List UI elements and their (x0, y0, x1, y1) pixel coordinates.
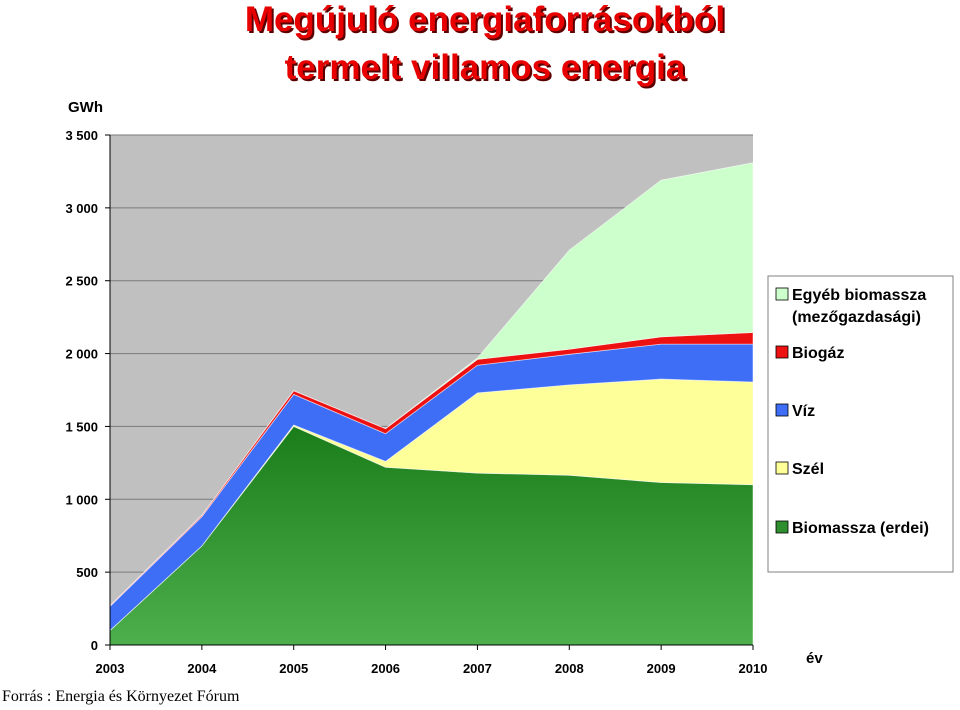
legend-label-biomassza-erdei: Biomassza (erdei) (792, 520, 929, 537)
y-axis-ticks: 0 500 1 000 1 500 2 000 2 500 3 000 3 500 (65, 128, 110, 653)
x-tick-label: 2010 (739, 661, 768, 676)
x-tick-label: 2003 (96, 661, 125, 676)
y-tick-label: 3 500 (65, 128, 98, 143)
y-tick-label: 1 000 (65, 492, 98, 507)
x-tick-label: 2008 (555, 661, 584, 676)
x-tick-label: 2009 (647, 661, 676, 676)
legend-label-egy-b-biomassza-mez-gazdas-gi: Egyéb biomassza (792, 287, 926, 304)
legend-swatch-v-z (775, 403, 789, 417)
y-tick-label: 1 500 (65, 419, 98, 434)
y-tick-label: 3 000 (65, 201, 98, 216)
x-tick-label: 2005 (279, 661, 308, 676)
legend-swatch-biomassza-erdei (775, 520, 789, 534)
x-tick-label: 2004 (187, 661, 217, 676)
x-axis-label: év (806, 650, 823, 667)
legend: Egyéb biomassza (mezőgazdasági) Biogáz Víz S… (767, 275, 954, 573)
y-tick-label: 2 500 (65, 274, 98, 289)
area-series-egy-b-biomassza-mez-gazdas-gi (109, 162, 754, 606)
chart-title-line2: termelt villamos energia (284, 48, 686, 87)
y-axis-label: GWh (68, 99, 103, 116)
y-tick-label: 0 (91, 638, 98, 653)
legend-swatch-egy-b-biomassza-mez-gazdas-gi (775, 287, 789, 301)
axes (109, 135, 753, 646)
legend-label-sz-l: Szél (792, 461, 824, 478)
legend-swatch-biog-z (775, 345, 789, 359)
legend-swatch-sz-l (775, 461, 789, 475)
legend-label-biog-z: Biogáz (792, 345, 844, 362)
chart-title-line1: Megújuló energiaforrásokból (244, 0, 726, 39)
stacked-areas (109, 162, 754, 646)
legend-label-v-z: Víz (792, 403, 815, 420)
y-tick-label: 2 000 (65, 347, 98, 362)
x-axis-ticks: 2003 2004 2005 2006 2007 2008 2009 2010 (96, 645, 768, 676)
y-tick-label: 500 (76, 565, 98, 580)
legend-box (767, 275, 954, 573)
x-tick-label: 2007 (463, 661, 492, 676)
legend-label-egy-b-biomassza-mez-gazdas-gi: (mezőgazdasági) (792, 309, 921, 326)
x-tick-label: 2006 (371, 661, 400, 676)
source-note: Forrás : Energia és Környezet Fórum (2, 688, 240, 705)
